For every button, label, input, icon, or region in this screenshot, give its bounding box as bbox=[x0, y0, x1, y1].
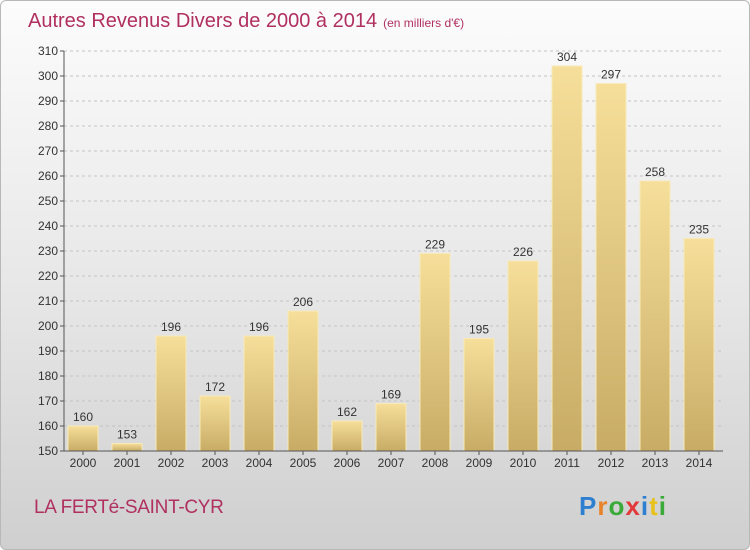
y-tick-label: 250 bbox=[38, 194, 58, 208]
y-tick-label: 290 bbox=[38, 94, 58, 108]
bar bbox=[111, 443, 143, 452]
x-tick-label: 2011 bbox=[554, 456, 580, 470]
value-label: 162 bbox=[337, 405, 357, 419]
logo-letter: x bbox=[625, 491, 641, 521]
y-tick-label: 190 bbox=[38, 344, 58, 358]
bar bbox=[595, 83, 627, 452]
x-tick-label: 2004 bbox=[246, 456, 273, 470]
bar bbox=[287, 310, 319, 452]
y-tick-label: 270 bbox=[38, 144, 58, 158]
logo-letter: i bbox=[640, 491, 650, 521]
x-tick-label: 2008 bbox=[422, 456, 449, 470]
x-tick-label: 2003 bbox=[202, 456, 229, 470]
x-tick-label: 2009 bbox=[466, 456, 493, 470]
x-tick-label: 2007 bbox=[378, 456, 405, 470]
y-tick-label: 220 bbox=[38, 269, 58, 283]
y-tick-label: 230 bbox=[38, 244, 58, 258]
bar bbox=[375, 403, 407, 452]
bar bbox=[243, 335, 275, 452]
value-label: 169 bbox=[381, 388, 401, 402]
x-tick-label: 2002 bbox=[158, 456, 185, 470]
y-tick-label: 280 bbox=[38, 119, 58, 133]
bar bbox=[331, 420, 363, 452]
x-tick-label: 2001 bbox=[114, 456, 141, 470]
logo-letter: r bbox=[597, 491, 609, 521]
x-tick-label: 2013 bbox=[642, 456, 669, 470]
y-tick-label: 180 bbox=[38, 369, 58, 383]
logo-letter: P bbox=[579, 491, 598, 521]
city-name: LA FERTé-SAINT-CYR bbox=[34, 497, 224, 518]
y-tick-label: 310 bbox=[38, 44, 58, 58]
bar bbox=[507, 260, 539, 452]
bar bbox=[639, 180, 671, 452]
value-label: 195 bbox=[469, 323, 489, 337]
bar bbox=[419, 253, 451, 452]
logo-letter: t bbox=[649, 491, 659, 521]
logo-letter: o bbox=[608, 491, 626, 521]
value-label: 297 bbox=[601, 68, 621, 82]
value-label: 196 bbox=[249, 320, 269, 334]
title-text: Autres Revenus Divers de 2000 à 2014 bbox=[28, 10, 378, 32]
x-tick-label: 2006 bbox=[334, 456, 361, 470]
x-tick-label: 2014 bbox=[686, 456, 713, 470]
logo-letter: i bbox=[658, 491, 667, 521]
y-tick-label: 200 bbox=[38, 319, 58, 333]
x-tick-label: 2000 bbox=[70, 456, 97, 470]
value-label: 160 bbox=[73, 410, 93, 424]
value-label: 226 bbox=[513, 245, 533, 259]
y-tick-label: 260 bbox=[38, 169, 58, 183]
x-axis: 2000 2001 2002 2003 2004 2005 2006 2007 2008 2009… bbox=[64, 450, 723, 470]
bar bbox=[199, 395, 231, 452]
proxiti-logo[interactable]: Proxiti bbox=[579, 491, 667, 522]
x-tick-label: 2010 bbox=[510, 456, 537, 470]
y-tick-label: 210 bbox=[38, 294, 58, 308]
bar bbox=[155, 335, 187, 452]
bar bbox=[463, 338, 495, 452]
y-axis: 150 160 170 180 190 200 210 220 230 240 250 260 270 2… bbox=[38, 44, 65, 458]
y-tick-label: 160 bbox=[38, 419, 58, 433]
bars: 160 153 196 172 196 206 162 169 229 195 226 304 297 2… bbox=[67, 50, 715, 452]
bar bbox=[551, 65, 583, 452]
value-label: 206 bbox=[293, 295, 313, 309]
y-tick-label: 300 bbox=[38, 69, 58, 83]
chart-subtitle: (en milliers d'€) bbox=[383, 16, 465, 30]
value-label: 258 bbox=[645, 165, 665, 179]
y-tick-label: 240 bbox=[38, 219, 58, 233]
x-tick-label: 2005 bbox=[290, 456, 317, 470]
x-tick-label: 2012 bbox=[598, 456, 625, 470]
value-label: 172 bbox=[205, 380, 225, 394]
y-tick-label: 150 bbox=[38, 444, 58, 458]
bar bbox=[67, 425, 99, 452]
value-label: 235 bbox=[689, 223, 709, 237]
value-label: 153 bbox=[117, 428, 137, 442]
value-label: 229 bbox=[425, 238, 445, 252]
value-label: 196 bbox=[161, 320, 181, 334]
value-label: 304 bbox=[557, 50, 577, 64]
chart-title: Autres Revenus Divers de 2000 à 2014 (en … bbox=[28, 10, 464, 33]
bar bbox=[683, 238, 715, 452]
y-tick-label: 170 bbox=[38, 394, 58, 408]
